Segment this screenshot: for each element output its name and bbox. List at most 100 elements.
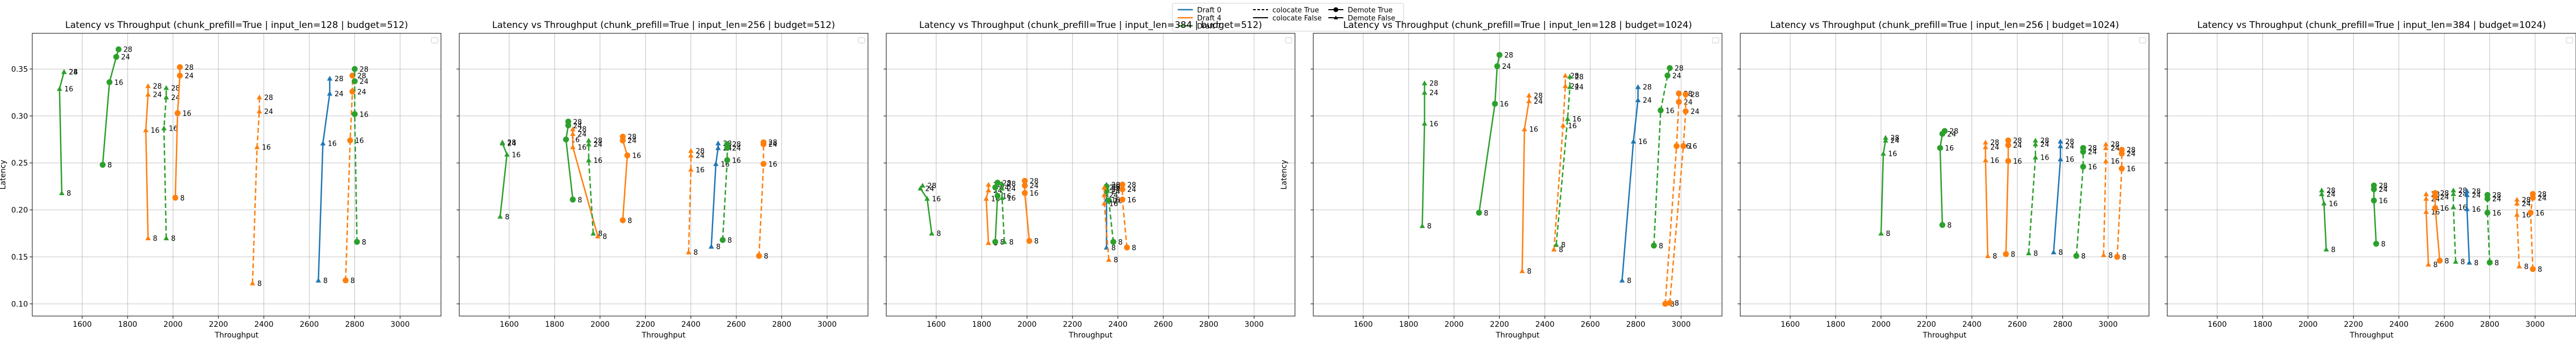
data-point	[2323, 246, 2329, 252]
data-point	[161, 125, 167, 131]
point-label: 8	[2033, 250, 2038, 258]
data-point	[1421, 80, 1427, 85]
x-tick-label: 2000	[1017, 320, 1037, 329]
y-tick-label: 0.30	[11, 112, 28, 121]
legend-entry-draft-0: Draft 0	[1178, 6, 1221, 15]
data-point	[570, 131, 576, 136]
data-point-demote	[756, 253, 762, 259]
x-tick-label: 2800	[1626, 320, 1646, 329]
data-point	[2451, 187, 2456, 192]
point-label: 8	[728, 236, 732, 245]
chart-title: Latency vs Throughput (chunk_prefill=Tru…	[919, 20, 1262, 31]
data-point	[929, 231, 935, 236]
chart-panel-6: 8162428816242881624288162428816242881624…	[2165, 20, 2576, 340]
series-line	[317, 78, 331, 281]
data-point-demote	[1476, 210, 1482, 216]
point-label: 24	[2126, 150, 2136, 159]
data-point-demote	[2003, 251, 2009, 257]
chart-panel-3: 8162428816242881624288162428816242881624…	[884, 20, 1296, 340]
point-label: 8	[2081, 253, 2086, 261]
x-tick-label: 2400	[1108, 320, 1128, 329]
x-tick-label: 3000	[817, 320, 837, 329]
series-line	[2321, 190, 2327, 249]
point-label: 16	[2329, 200, 2338, 208]
data-point-demote	[2432, 190, 2438, 196]
data-point-demote	[724, 157, 730, 163]
point-label: 24	[2440, 194, 2449, 202]
data-point-demote	[1119, 181, 1126, 188]
x-tick-label: 2800	[345, 320, 365, 329]
x-tick-label: 2400	[254, 320, 274, 329]
legend-marker	[1334, 16, 1338, 19]
legend-label: Draft 7	[1197, 23, 1221, 31]
x-tick-label: 1800	[545, 320, 565, 329]
axes-frame	[1740, 33, 2150, 317]
data-point	[1564, 116, 1570, 121]
x-tick-label: 2800	[772, 320, 792, 329]
chart-title: Latency vs Throughput (chunk_prefill=Tru…	[65, 20, 408, 31]
point-label: 24	[121, 54, 130, 62]
point-label: 24	[1112, 186, 1121, 194]
data-point	[1983, 144, 1988, 149]
x-tick-label: 2600	[1581, 320, 1600, 329]
point-label: 24	[1690, 108, 1699, 116]
data-point	[254, 144, 260, 149]
data-point-demote	[2484, 210, 2490, 216]
data-point-demote	[1494, 63, 1500, 69]
axes-frame	[459, 33, 869, 317]
point-label: 28	[1949, 128, 1959, 136]
point-label: 28	[2111, 141, 2120, 149]
legend-label: Draft 0	[1197, 6, 1221, 15]
data-point	[917, 185, 923, 191]
data-point	[986, 182, 991, 187]
point-label: 16	[2492, 210, 2501, 218]
point-label: 28	[1890, 134, 1899, 142]
data-point	[2103, 158, 2109, 163]
data-point	[145, 91, 151, 97]
series-line	[1553, 75, 1566, 250]
data-point	[920, 183, 926, 188]
axes-frame	[2167, 33, 2576, 317]
series-line	[2452, 190, 2457, 262]
data-point	[2051, 249, 2056, 255]
x-tick-label: 2400	[2389, 320, 2409, 329]
point-label: 16	[1500, 101, 1509, 109]
data-point-demote	[2118, 147, 2125, 153]
point-label: 16	[768, 161, 778, 169]
data-point	[1419, 223, 1425, 228]
point-label: 28	[2379, 182, 2388, 190]
legend-label: Demote False	[1348, 15, 1396, 23]
chart-title: Latency vs Throughput (chunk_prefill=Tru…	[1343, 20, 1692, 31]
x-tick-label: 3000	[2525, 320, 2545, 329]
point-label: 24	[768, 141, 778, 149]
data-point-demote	[349, 88, 355, 95]
point-label: 24	[2040, 141, 2050, 149]
data-point	[257, 94, 262, 99]
data-point-demote	[176, 64, 183, 70]
point-label: 16	[65, 85, 74, 94]
data-point-demote	[1682, 91, 1689, 98]
point-label: 28	[732, 141, 741, 149]
data-point-demote	[1119, 196, 1126, 203]
data-point	[2516, 263, 2522, 269]
point-label: 24	[1007, 185, 1016, 193]
data-point	[1631, 138, 1636, 144]
point-label: 8	[628, 217, 632, 225]
data-point	[250, 280, 255, 285]
point-label: 16	[1568, 122, 1577, 130]
data-point-demote	[760, 139, 767, 146]
point-label: 16	[151, 127, 160, 135]
data-point-demote	[1104, 188, 1110, 195]
x-tick-label: 1800	[1826, 320, 1846, 329]
